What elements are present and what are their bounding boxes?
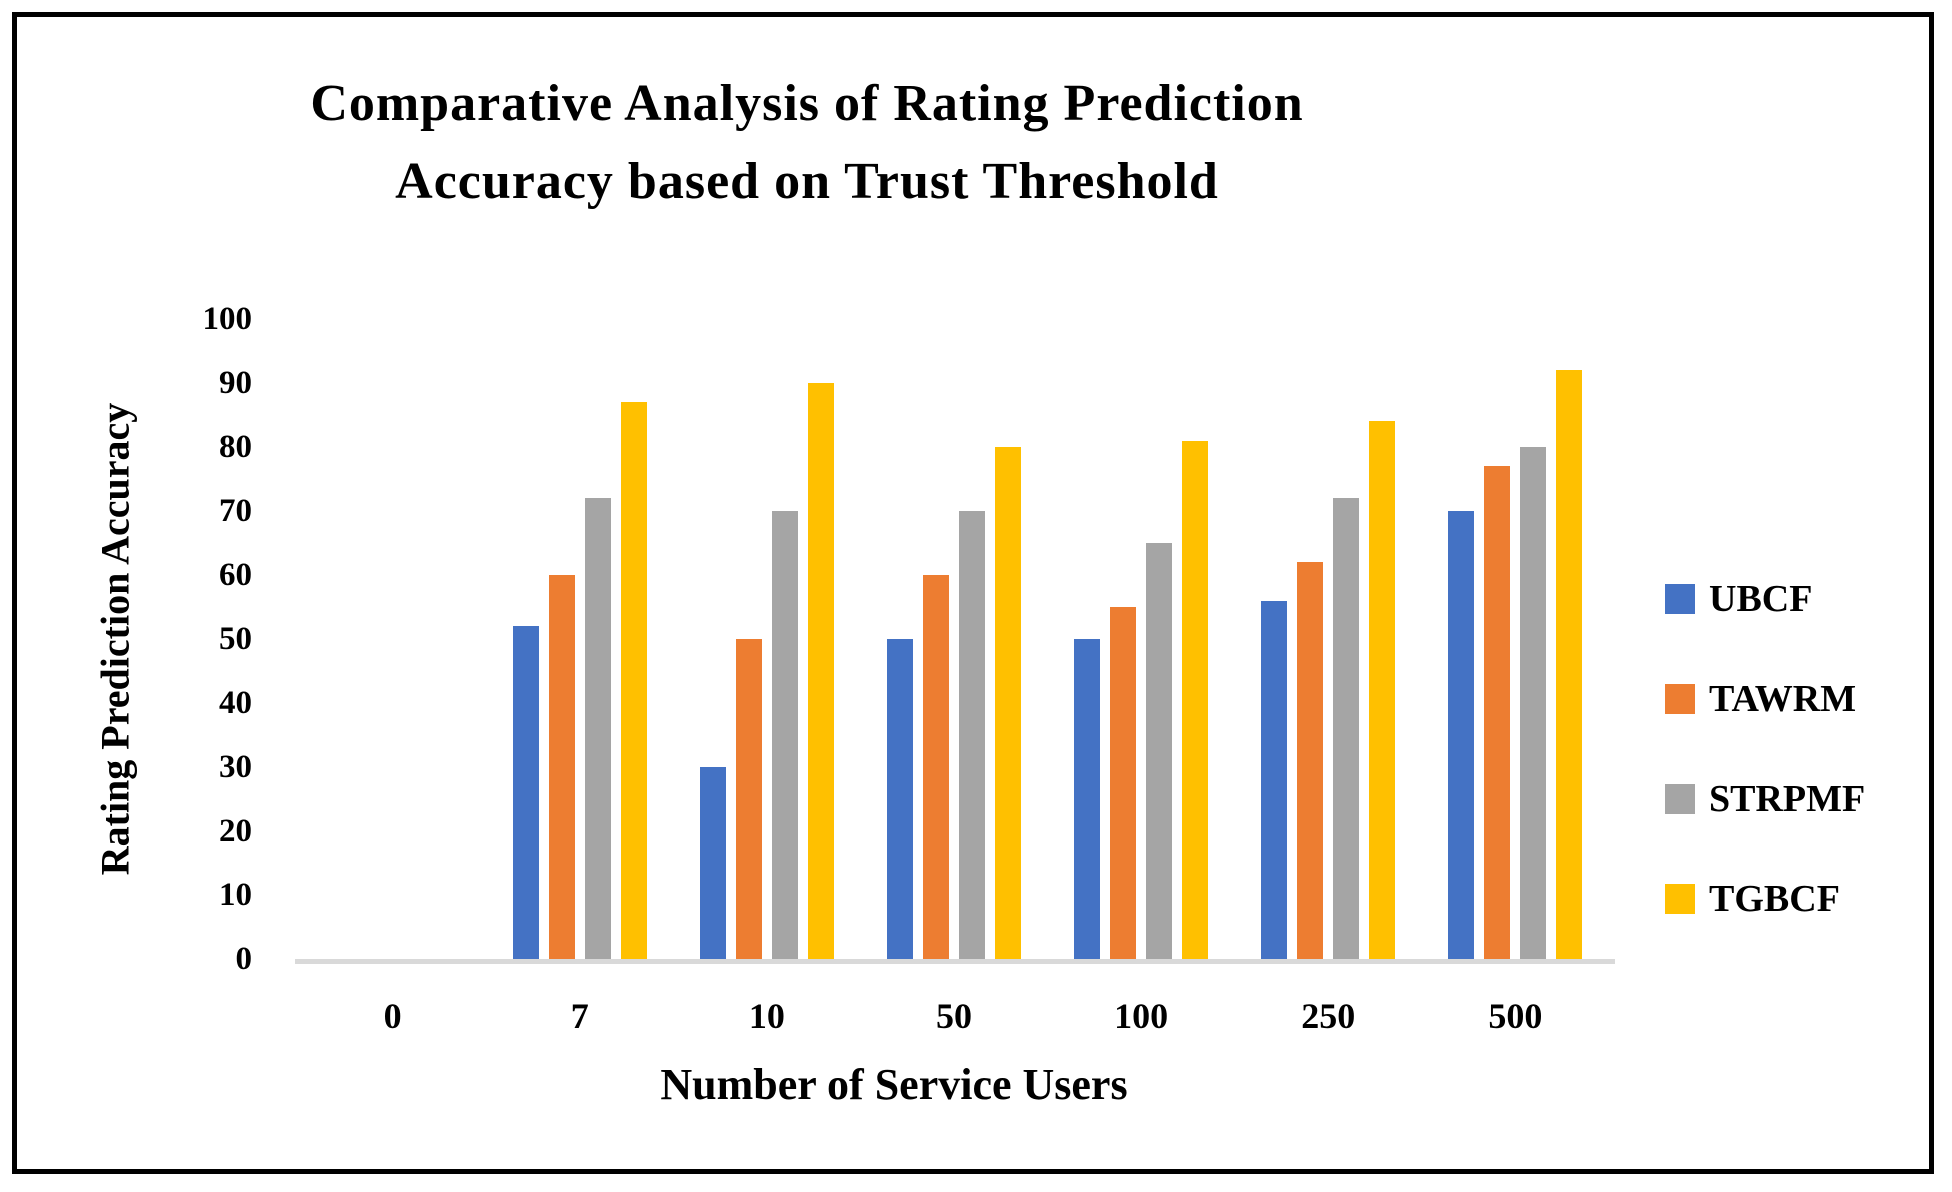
bar-tawrm-7: [548, 575, 575, 959]
legend-item-ubcf: UBCF: [1665, 577, 1865, 621]
y-tick-label-80: 80: [219, 429, 252, 465]
x-axis-title: Number of Service Users: [660, 1060, 1128, 1109]
bar-ubcf-50: [886, 639, 913, 959]
bar-tgbcf-100: [1182, 440, 1209, 959]
bar-strpmf-50: [958, 511, 985, 959]
y-tick-label-50: 50: [219, 621, 252, 657]
legend-item-tawrm: TAWRM: [1665, 677, 1865, 721]
legend-item-tgbcf: TGBCF: [1665, 877, 1865, 921]
bar-cluster-10: [673, 319, 860, 959]
x-tick-label-10: 10: [748, 996, 785, 1036]
legend-swatch-tgbcf: [1665, 884, 1695, 914]
y-axis-ticks: 100 90 80 70 60 50 40 30 20 10 0: [147, 301, 253, 977]
x-tick-label-50: 50: [935, 996, 972, 1036]
bar-strpmf-7: [584, 498, 611, 959]
bar-cluster-100: [1048, 319, 1235, 959]
legend-label-tgbcf: TGBCF: [1709, 878, 1840, 920]
bar-tgbcf-50: [994, 447, 1021, 959]
bar-strpmf-100: [1146, 543, 1173, 959]
chart-frame: Comparative Analysis of Rating Predictio…: [12, 12, 1934, 1174]
bar-ubcf-10: [699, 767, 726, 959]
y-axis-title: Rating Prediction Accuracy: [92, 402, 138, 876]
x-tick-label-250: 250: [1301, 996, 1356, 1036]
bar-tgbcf-250: [1369, 421, 1396, 959]
y-tick-label-90: 90: [219, 365, 252, 401]
chart-title-line-1: Comparative Analysis of Rating Predictio…: [310, 75, 1304, 132]
bar-ubcf-100: [1074, 639, 1101, 959]
y-tick-label-10: 10: [219, 877, 252, 913]
y-tick-label-20: 20: [219, 813, 252, 849]
plot-area: [299, 319, 1609, 959]
y-tick-label-30: 30: [219, 749, 252, 785]
legend-label-ubcf: UBCF: [1709, 578, 1813, 620]
bar-tawrm-10: [735, 639, 762, 959]
bar-cluster-50: [860, 319, 1047, 959]
bar-strpmf-250: [1333, 498, 1360, 959]
bar-ubcf-7: [512, 626, 539, 959]
y-tick-label-70: 70: [219, 493, 252, 529]
bar-cluster-0: [299, 319, 486, 959]
bar-tawrm-250: [1297, 562, 1324, 959]
x-tick-label-7: 7: [570, 996, 589, 1036]
bar-cluster-500: [1422, 319, 1609, 959]
y-tick-label-0: 0: [235, 941, 253, 977]
bar-tgbcf-10: [807, 383, 834, 959]
x-tick-label-0: 0: [383, 996, 402, 1036]
legend-item-strpmf: STRPMF: [1665, 777, 1865, 821]
bar-cluster-250: [1235, 319, 1422, 959]
legend-swatch-strpmf: [1665, 784, 1695, 814]
bar-strpmf-10: [771, 511, 798, 959]
x-axis-ticks: 0 7 10 50 100 250 500: [299, 995, 1609, 1037]
y-tick-label-100: 100: [202, 301, 253, 337]
bar-tgbcf-500: [1556, 370, 1583, 959]
legend-label-strpmf: STRPMF: [1709, 778, 1866, 820]
legend-label-tawrm: TAWRM: [1709, 678, 1857, 720]
bar-tawrm-500: [1484, 466, 1511, 959]
legend-swatch-ubcf: [1665, 584, 1695, 614]
legend: UBCF TAWRM STRPMF TGBCF: [1665, 577, 1865, 921]
bar-strpmf-500: [1520, 447, 1547, 959]
y-tick-label-40: 40: [219, 685, 252, 721]
chart-title: Comparative Analysis of Rating Predictio…: [137, 65, 1477, 221]
x-axis-line: [295, 959, 1615, 964]
x-tick-label-100: 100: [1114, 996, 1169, 1036]
bar-tawrm-50: [922, 575, 949, 959]
bar-ubcf-500: [1448, 511, 1475, 959]
y-tick-label-60: 60: [219, 557, 252, 593]
bar-tawrm-100: [1110, 607, 1137, 959]
chart-title-line-2: Accuracy based on Trust Threshold: [395, 153, 1219, 210]
x-tick-label-500: 500: [1488, 996, 1543, 1036]
legend-swatch-tawrm: [1665, 684, 1695, 714]
bar-cluster-7: [486, 319, 673, 959]
bar-ubcf-250: [1261, 600, 1288, 959]
bar-tgbcf-7: [620, 402, 647, 959]
